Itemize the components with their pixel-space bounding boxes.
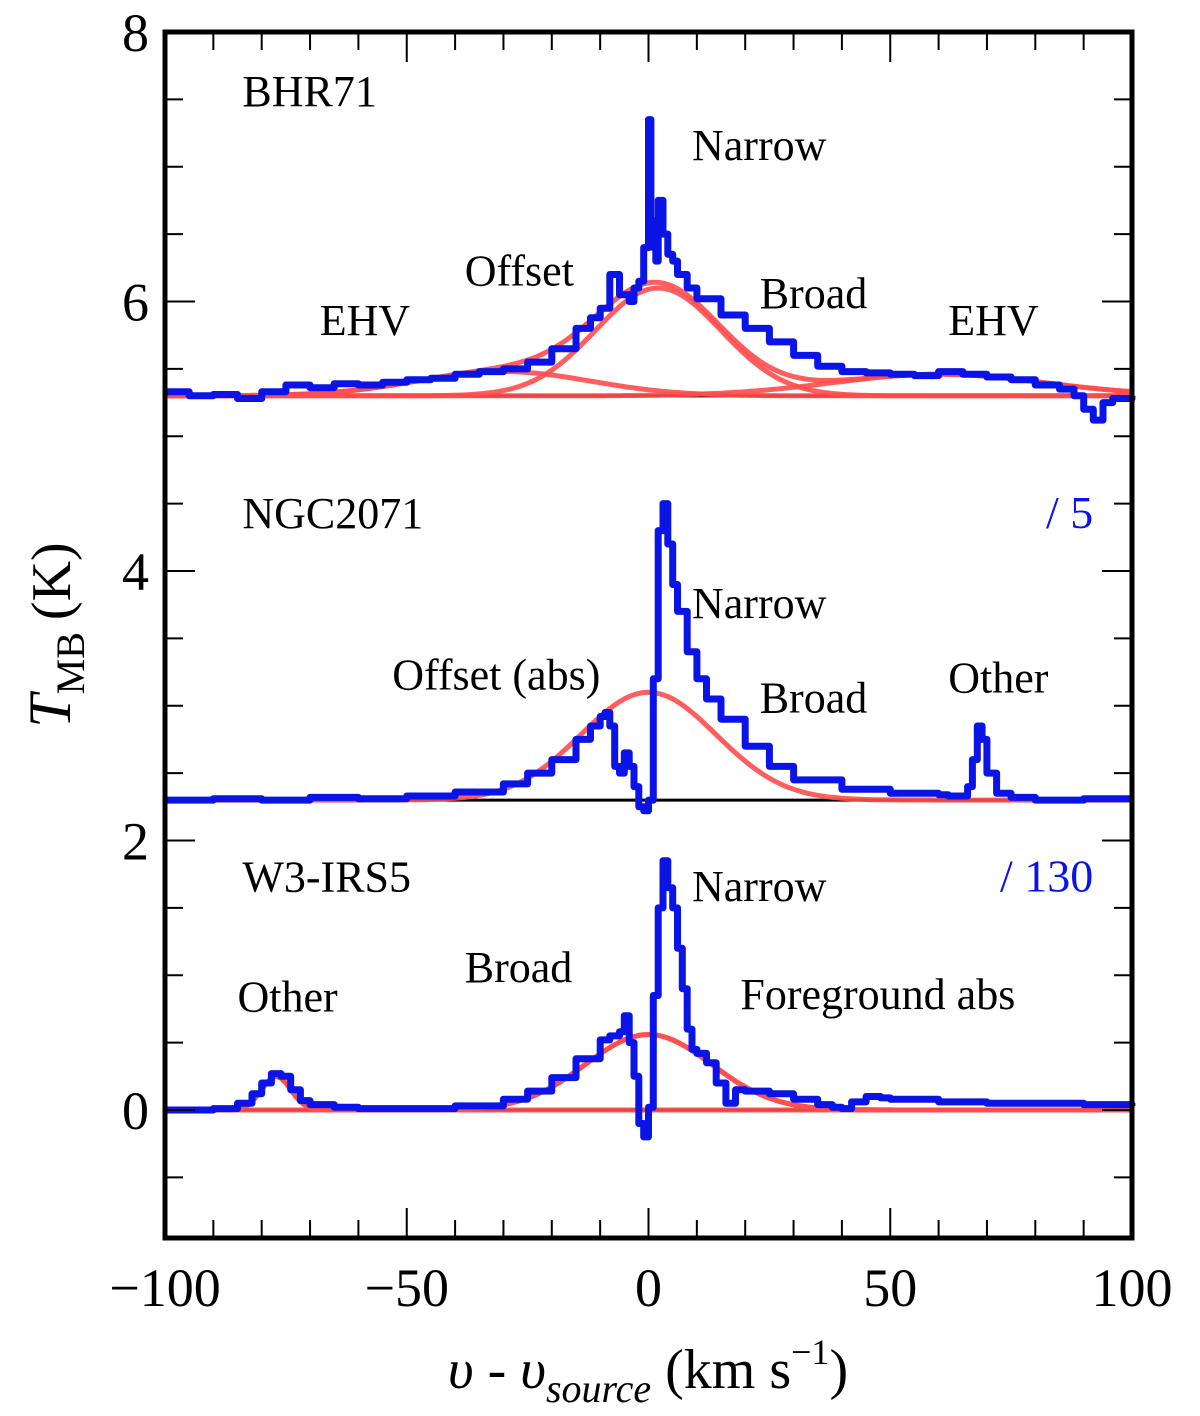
component-label: Offset: [465, 246, 574, 295]
spectrum-bhr71: BHR71 Narrow Offset Broad EHV EHV: [165, 67, 1136, 424]
component-label: Narrow: [692, 579, 827, 628]
observed-spectrum: [165, 116, 1136, 424]
source-name-label: BHR71: [242, 67, 376, 116]
observed-spectrum: [165, 857, 1136, 1141]
y-tick-label: 8: [122, 3, 149, 63]
x-axis-title: υ - υsource (km s−1): [448, 1332, 848, 1411]
y-tick-label: 2: [122, 811, 149, 871]
component-label: Other: [238, 973, 339, 1022]
axis-ticks: −100 −50 0 50 100 0 2 4 6 8: [109, 3, 1172, 1318]
spectrum-ngc2071: NGC2071 Narrow Offset (abs) Broad Other / 5: [165, 487, 1132, 815]
x-tick-label: −100: [109, 1258, 220, 1318]
observed-spectrum: [165, 500, 1132, 815]
x-tick-label: 50: [863, 1258, 917, 1318]
component-label: EHV: [320, 296, 411, 345]
component-label: Other: [948, 653, 1049, 702]
component-label: Foreground abs: [740, 970, 1015, 1019]
x-tick-label: −50: [365, 1258, 449, 1318]
fit-total: [165, 1031, 1132, 1113]
source-name-label: NGC2071: [242, 489, 423, 538]
y-tick-label: 6: [122, 272, 149, 332]
component-label: Broad: [465, 943, 573, 992]
x-tick-label: 0: [635, 1258, 662, 1318]
y-tick-label: 4: [122, 542, 149, 602]
source-name-label: W3-IRS5: [242, 853, 411, 902]
component-label: Offset (abs): [392, 651, 600, 700]
x-tick-label: 100: [1092, 1258, 1173, 1318]
y-tick-label: 0: [122, 1081, 149, 1141]
component-label: Narrow: [692, 121, 827, 170]
component-label: EHV: [948, 296, 1039, 345]
plot-area: BHR71 Narrow Offset Broad EHV EHV NGC2071 Narro…: [165, 67, 1136, 1141]
component-label: Broad: [760, 269, 868, 318]
component-label: Broad: [760, 673, 868, 722]
component-label: Narrow: [692, 862, 827, 911]
spectrum-w3-irs5: W3-IRS5 Narrow Broad Other Foreground abs / 1…: [165, 851, 1136, 1141]
scale-factor-label: / 5: [1046, 487, 1093, 538]
y-axis-title: TMB(K): [17, 542, 93, 727]
scale-factor-label: / 130: [1000, 851, 1093, 902]
